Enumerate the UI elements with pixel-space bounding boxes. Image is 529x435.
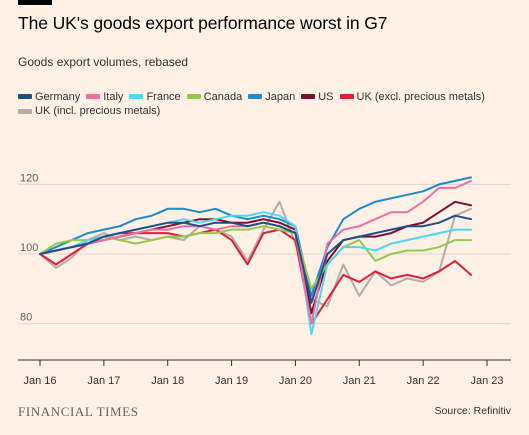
legend-swatch: [301, 94, 316, 99]
y-tick-label: 120: [20, 172, 38, 184]
legend-item: UK (incl. precious metals): [18, 104, 160, 118]
chart-legend: Germany Italy France Canada Japan US UK (excl.…: [18, 89, 518, 118]
y-tick-label: 80: [20, 312, 32, 324]
legend-label: US: [318, 90, 334, 103]
legend-item: Germany: [18, 90, 80, 104]
series-line-uk-incl-precious-metals: [39, 200, 472, 308]
source-note: Source: Refinitiv: [434, 405, 511, 417]
x-tick-label: Jan 17: [87, 375, 120, 387]
legend-label: Canada: [203, 90, 243, 103]
series-line-japan: [39, 176, 472, 297]
legend-label: UK (incl. precious metals): [35, 105, 161, 117]
ft-brand-logo: FINANCIAL TIMES: [18, 404, 139, 419]
legend-swatch: [18, 94, 32, 99]
legend-item: Italy: [86, 90, 123, 104]
legend-item: France: [129, 90, 181, 104]
x-tick-label: Jan 22: [407, 375, 440, 387]
legend-item: Japan: [248, 90, 295, 104]
x-tick-label: Jan 18: [151, 375, 184, 387]
y-tick-label: 100: [20, 242, 38, 254]
legend-label: Japan: [265, 90, 296, 103]
legend-label: Italy: [103, 90, 124, 103]
legend-swatch: [248, 94, 263, 99]
legend-label: France: [146, 90, 181, 103]
legend-swatch: [186, 94, 201, 99]
x-tick-label: Jan 23: [470, 375, 503, 387]
legend-label: Germany: [35, 90, 81, 103]
x-tick-label: Jan 16: [23, 375, 56, 387]
legend-swatch: [129, 94, 144, 99]
legend-item: UK (excl. precious metals): [339, 90, 485, 104]
legend-swatch: [18, 108, 32, 114]
legend-item: Canada: [186, 90, 243, 104]
legend-swatch: [339, 94, 354, 99]
series-line-germany: [39, 214, 472, 304]
x-tick-label: Jan 19: [215, 375, 248, 387]
legend-item: US: [301, 90, 334, 104]
legend-swatch: [86, 94, 101, 99]
series-line-us: [39, 200, 472, 315]
x-tick-label: Jan 21: [343, 375, 376, 387]
series-line-france: [39, 211, 472, 336]
x-tick-label: Jan 20: [279, 375, 312, 387]
legend-label: UK (excl. precious metals): [356, 90, 485, 103]
ft-top-rule: [18, 0, 52, 5]
series-line-italy: [39, 179, 472, 325]
chart-title: The UK's goods export performance worst …: [18, 13, 388, 33]
chart-subtitle: Goods export volumes, rebased: [18, 55, 189, 69]
